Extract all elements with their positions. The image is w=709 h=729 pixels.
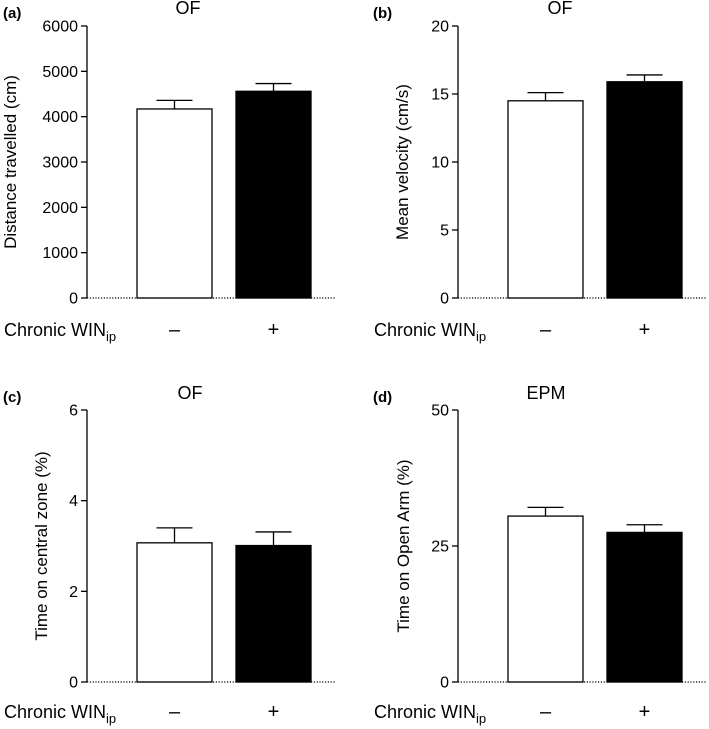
y-axis-label: Time on Open Arm (%) xyxy=(394,459,413,632)
panel-letter: (c) xyxy=(3,389,21,406)
y-tick-label: 2 xyxy=(69,584,78,601)
y-tick-label: 25 xyxy=(431,539,449,556)
y-tick-label: 4 xyxy=(69,493,78,510)
x-group-label: Chronic WINip xyxy=(374,702,486,726)
panel-d: (d) EPM Time on Open Arm (%) 0 25 50 – + Chronic… xyxy=(373,383,706,726)
y-tick-label: 50 xyxy=(431,403,449,420)
bar-vehicle xyxy=(136,542,213,683)
bar-win xyxy=(235,90,312,299)
y-tick-label: 10 xyxy=(431,155,449,172)
x-category-label: + xyxy=(639,319,651,341)
x-category-label: – xyxy=(169,701,181,723)
panel-title: EPM xyxy=(526,383,565,403)
x-category-label: + xyxy=(639,701,651,723)
y-tick-label: 0 xyxy=(69,291,78,308)
bar-vehicle xyxy=(507,100,584,299)
x-group-label-main: Chronic WIN xyxy=(4,320,106,340)
y-tick-label: 0 xyxy=(440,675,449,692)
x-group-label: Chronic WINip xyxy=(374,320,486,344)
y-tick-label: 2000 xyxy=(42,200,78,217)
x-group-label-subscript: ip xyxy=(106,329,116,344)
y-axis-label: Time on central zone (%) xyxy=(32,451,51,640)
bar-win xyxy=(606,81,683,299)
y-tick-label: 6000 xyxy=(42,19,78,36)
x-group-label-subscript: ip xyxy=(476,329,486,344)
bar-vehicle xyxy=(507,515,584,683)
x-category-label: + xyxy=(268,701,280,723)
panel-letter: (a) xyxy=(3,5,21,22)
y-tick-label: 1000 xyxy=(42,245,78,262)
y-tick-label: 3000 xyxy=(42,155,78,172)
bar-win xyxy=(235,544,312,683)
x-group-label-main: Chronic WIN xyxy=(374,320,476,340)
x-category-label: – xyxy=(540,319,552,341)
y-tick-label: 0 xyxy=(69,675,78,692)
y-tick-label: 5 xyxy=(440,223,449,240)
panel-title: OF xyxy=(548,0,573,18)
y-tick-label: 20 xyxy=(431,19,449,36)
x-category-label: + xyxy=(268,319,280,341)
x-category-label: – xyxy=(169,319,181,341)
y-tick-label: 15 xyxy=(431,87,449,104)
panel-title: OF xyxy=(178,383,203,403)
x-group-label-main: Chronic WIN xyxy=(4,702,106,722)
y-tick-label: 5000 xyxy=(42,64,78,81)
y-axis-label: Distance travelled (cm) xyxy=(1,75,20,249)
x-category-label: – xyxy=(540,701,552,723)
y-tick-label: 4000 xyxy=(42,109,78,126)
y-tick-label: 0 xyxy=(440,291,449,308)
panel-title: OF xyxy=(176,0,201,18)
x-group-label: Chronic WINip xyxy=(4,320,116,344)
y-tick-label: 6 xyxy=(69,403,78,420)
panel-letter: (b) xyxy=(373,5,392,22)
x-group-label-subscript: ip xyxy=(106,711,116,726)
bar-vehicle xyxy=(136,108,213,299)
panel-letter: (d) xyxy=(373,389,392,406)
x-group-label-subscript: ip xyxy=(476,711,486,726)
x-group-label: Chronic WINip xyxy=(4,702,116,726)
panel-c: (c) OF Time on central zone (%) 0 2 4 6 – + Chron… xyxy=(3,383,335,726)
panel-a: (a) OF Distance travelled (cm) 0 1000 2000 300… xyxy=(1,0,335,344)
bar-win xyxy=(606,531,683,683)
y-axis-label: Mean velocity (cm/s) xyxy=(393,84,412,240)
x-group-label-main: Chronic WIN xyxy=(374,702,476,722)
panel-b: (b) OF Mean velocity (cm/s) 0 5 10 15 20 – + Chron… xyxy=(373,0,706,344)
